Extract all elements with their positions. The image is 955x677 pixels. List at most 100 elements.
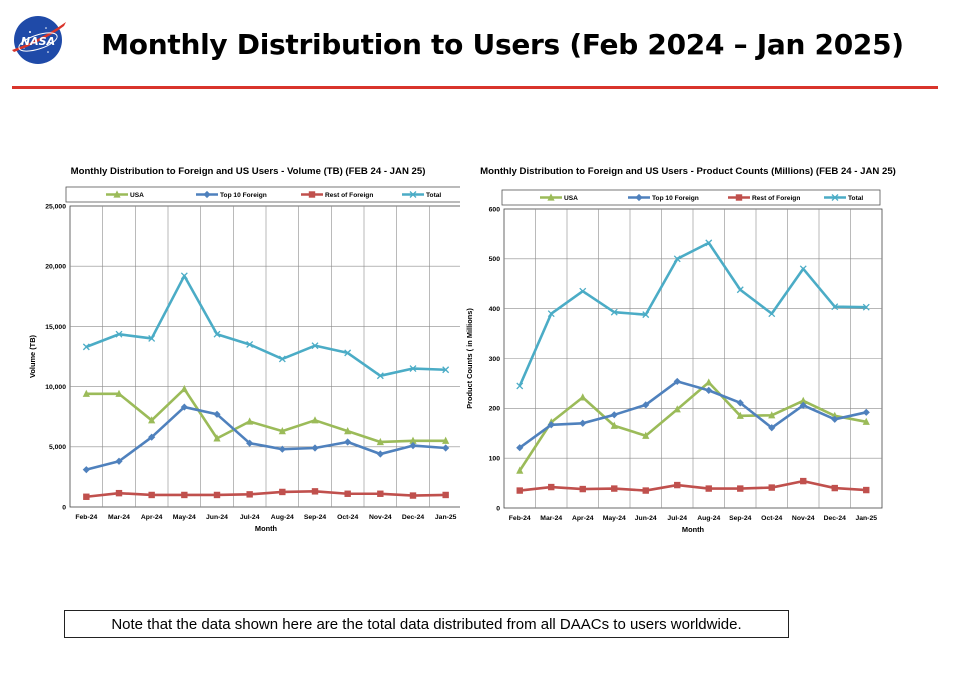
- legend-marker-top-10-foreign: [203, 190, 211, 199]
- y-axis-label: Product Counts ( in Millions): [465, 308, 474, 409]
- data-point-rest-of-foreign: [863, 486, 870, 494]
- legend-label-rest-of-foreign: Rest of Foreign: [325, 192, 373, 199]
- data-point-rest-of-foreign: [442, 491, 449, 499]
- data-point-rest-of-foreign: [705, 485, 712, 492]
- data-point-usa: [579, 393, 587, 401]
- data-point-top-10-foreign: [862, 408, 870, 416]
- data-point-total: [768, 310, 776, 318]
- data-point-usa: [376, 437, 384, 446]
- volume-chart-svg: Monthly Distribution to Foreign and US U…: [28, 166, 463, 533]
- data-point-usa: [642, 431, 650, 439]
- x-tick-label: Jan-25: [435, 514, 457, 521]
- y-tick-label: 15,000: [45, 324, 66, 331]
- data-point-usa: [862, 417, 870, 425]
- legend-item-top-10-foreign: Top 10 Foreign: [628, 193, 699, 202]
- legend-marker-total: [409, 191, 417, 198]
- data-point-total: [799, 265, 807, 273]
- legend-marker-total: [831, 194, 839, 201]
- data-point-total: [516, 382, 524, 390]
- series-total: [516, 239, 870, 390]
- legend-marker-usa: [113, 190, 121, 198]
- nasa-logo: NASA: [8, 14, 68, 66]
- x-axis-label: Month: [682, 525, 705, 534]
- x-axis-label: Month: [255, 524, 278, 533]
- x-tick-label: Oct-24: [761, 515, 782, 522]
- data-point-top-10-foreign: [82, 466, 90, 474]
- y-tick-label: 25,000: [45, 203, 66, 210]
- series-line-total: [85, 274, 446, 378]
- data-point-rest-of-foreign: [279, 488, 286, 496]
- series-top-10-foreign: [82, 403, 450, 474]
- data-point-total: [673, 255, 681, 263]
- data-point-usa: [82, 389, 90, 397]
- x-tick-label: Dec-24: [824, 515, 847, 522]
- legend-label-total: Total: [426, 192, 441, 199]
- y-tick-label: 500: [489, 256, 501, 263]
- y-tick-label: 10,000: [45, 384, 66, 391]
- data-point-usa: [673, 405, 681, 413]
- y-axis-label: Volume (TB): [28, 334, 37, 378]
- data-point-top-10-foreign: [642, 401, 650, 409]
- data-point-usa: [115, 389, 123, 397]
- legend-marker-top-10-foreign: [635, 193, 643, 202]
- series-rest-of-foreign: [516, 477, 870, 494]
- series-usa: [82, 384, 450, 446]
- data-point-total: [610, 308, 618, 316]
- data-point-usa: [705, 378, 713, 386]
- data-point-total: [115, 330, 123, 338]
- data-point-rest-of-foreign: [377, 490, 384, 497]
- y-tick-label: 300: [489, 356, 501, 363]
- data-point-rest-of-foreign: [548, 483, 555, 491]
- data-point-rest-of-foreign: [831, 484, 838, 492]
- data-point-usa: [736, 411, 744, 419]
- y-tick-label: 600: [489, 206, 501, 213]
- series-total: [82, 272, 450, 380]
- data-point-rest-of-foreign: [516, 487, 523, 494]
- y-tick-label: 100: [489, 456, 501, 463]
- x-tick-label: Nov-24: [792, 515, 815, 522]
- data-point-total: [642, 311, 650, 319]
- legend-item-total: Total: [402, 191, 441, 199]
- legend-label-total: Total: [848, 195, 863, 202]
- data-point-rest-of-foreign: [737, 485, 744, 492]
- data-point-total: [376, 372, 384, 380]
- y-tick-label: 400: [489, 306, 501, 313]
- data-point-rest-of-foreign: [83, 493, 90, 500]
- data-point-usa: [442, 436, 450, 444]
- x-tick-label: Jul-24: [240, 514, 260, 521]
- x-tick-label: Jun-24: [206, 514, 228, 521]
- x-tick-label: May-24: [603, 515, 626, 522]
- data-point-rest-of-foreign: [115, 489, 123, 497]
- y-tick-label: 0: [496, 505, 500, 512]
- legend-item-top-10-foreign: Top 10 Foreign: [196, 190, 267, 199]
- data-point-total: [180, 272, 188, 280]
- legend-item-total: Total: [824, 194, 863, 202]
- legend-item-rest-of-foreign: Rest of Foreign: [301, 191, 373, 199]
- series-line-usa: [518, 381, 867, 472]
- data-point-usa: [213, 434, 221, 442]
- x-tick-label: Aug-24: [271, 514, 294, 521]
- legend-item-usa: USA: [540, 193, 578, 202]
- data-point-total: [579, 287, 587, 295]
- data-point-total: [736, 286, 744, 294]
- y-tick-label: 20,000: [45, 264, 66, 271]
- legend-label-rest-of-foreign: Rest of Foreign: [752, 195, 800, 202]
- volume-chart: Monthly Distribution to Foreign and US U…: [20, 160, 463, 540]
- x-tick-label: Dec-24: [402, 514, 425, 521]
- data-point-rest-of-foreign: [409, 492, 417, 499]
- page-title: Monthly Distribution to Users (Feb 2024 …: [101, 28, 904, 61]
- legend-marker-rest-of-foreign: [308, 191, 316, 198]
- data-point-total: [442, 366, 450, 374]
- data-point-rest-of-foreign: [579, 485, 586, 493]
- nasa-logo-text: NASA: [21, 35, 55, 48]
- data-point-usa: [311, 416, 319, 424]
- x-tick-label: Jun-24: [635, 515, 657, 522]
- x-tick-label: Mar-24: [108, 514, 130, 521]
- data-point-usa: [246, 417, 254, 425]
- data-point-top-10-foreign: [516, 444, 524, 452]
- data-point-top-10-foreign: [213, 410, 221, 418]
- title-divider: [12, 86, 938, 89]
- chart-title: Monthly Distribution to Foreign and US U…: [480, 166, 896, 177]
- data-point-total: [213, 330, 221, 338]
- data-point-rest-of-foreign: [800, 477, 807, 485]
